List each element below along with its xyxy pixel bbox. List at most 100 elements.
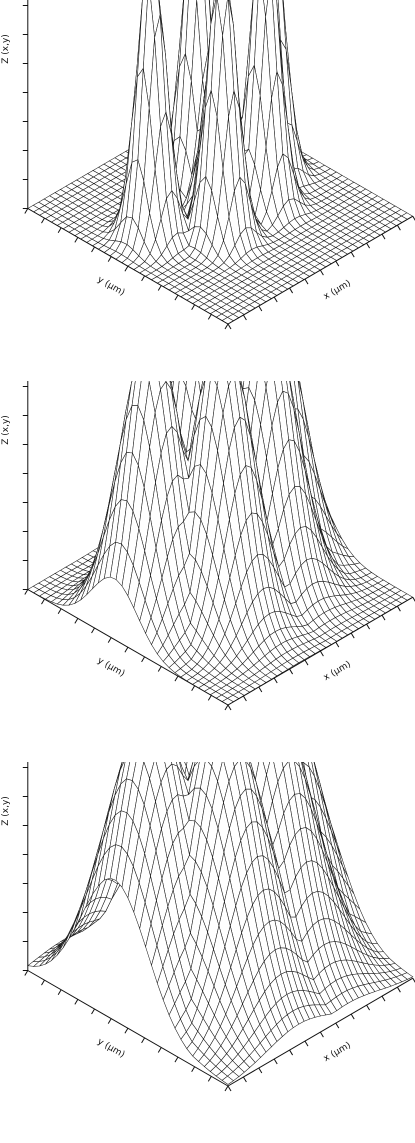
x-axis-tick — [273, 1058, 278, 1065]
x-axis-tick — [258, 1067, 263, 1074]
y-axis-tick — [224, 323, 229, 330]
y-axis-tick — [124, 265, 129, 272]
x-axis-label: x (μm) — [322, 660, 353, 684]
y-axis-tick — [24, 589, 29, 595]
y-axis-tick — [57, 989, 62, 996]
y-axis-tick — [74, 999, 79, 1005]
axes: Z (x,y) y (μm) x (μm) — [1, 762, 415, 1092]
x-axis-tick — [289, 1049, 294, 1056]
y-axis-label: y (μm) — [96, 656, 127, 680]
x-axis-tick — [273, 677, 278, 684]
z-axis-label: Z (x,y) — [1, 34, 11, 64]
y-axis-tick — [224, 704, 229, 711]
x-axis-tick — [258, 305, 263, 312]
y-axis-tick — [107, 256, 112, 262]
x-axis-tick — [289, 287, 294, 294]
x-axis-tick — [227, 704, 232, 711]
x-axis-tick — [412, 977, 415, 983]
x-axis-tick — [227, 323, 232, 330]
x-axis-tick — [304, 1040, 309, 1047]
x-axis-tick — [366, 242, 371, 249]
y-axis-tick — [41, 217, 45, 224]
y-axis-tick — [41, 598, 45, 605]
y-axis-tick — [141, 656, 146, 663]
surface-mesh — [27, 762, 414, 1085]
surface-mesh — [27, 381, 414, 706]
y-axis-tick — [107, 637, 112, 643]
z-axis-label: Z (x,y) — [1, 796, 11, 826]
x-axis-tick — [396, 986, 401, 993]
surface-plot-2-svg: Z (x,y) y (μm) x (μm) — [1, 381, 415, 711]
y-axis-tick — [207, 1076, 212, 1082]
y-axis-tick — [141, 1037, 146, 1044]
surface-plot-3: Z (x,y) y (μm) x (μm) — [0, 762, 415, 1143]
x-axis-tick — [289, 668, 294, 675]
y-axis-label: y (μm) — [96, 275, 127, 299]
x-axis-tick — [366, 1004, 371, 1011]
x-axis-tick — [242, 695, 247, 702]
surface-plot-1-svg: Z (x,y) y (μm) x (μm) — [1, 0, 415, 330]
x-axis-tick — [396, 224, 401, 231]
surface-plot-3-svg: Z (x,y) y (μm) x (μm) — [1, 762, 415, 1092]
y-axis-tick — [124, 1027, 129, 1034]
surface-plot-2: Z (x,y) y (μm) x (μm) — [0, 381, 415, 762]
y-axis-tick — [174, 675, 179, 682]
x-axis-tick — [273, 296, 278, 303]
x-axis-tick — [412, 596, 415, 602]
x-axis-tick — [242, 314, 247, 321]
x-axis-tick — [381, 233, 386, 240]
y-axis-tick — [191, 685, 196, 692]
y-axis-tick — [24, 208, 29, 214]
y-axis-tick — [191, 304, 196, 311]
y-axis-tick — [157, 285, 162, 291]
x-axis-tick — [335, 641, 340, 648]
y-axis-tick — [174, 1056, 179, 1063]
y-axis-tick — [157, 1047, 162, 1053]
y-axis-tick — [207, 314, 212, 320]
y-axis-tick — [141, 275, 146, 282]
y-axis-tick — [74, 237, 79, 243]
y-axis-tick — [24, 970, 29, 976]
x-axis-tick — [335, 1022, 340, 1029]
x-axis-tick — [304, 659, 309, 666]
y-axis-tick — [191, 1066, 196, 1073]
surface-facet — [221, 1075, 234, 1085]
x-axis-tick — [242, 1076, 247, 1083]
y-axis-tick — [74, 618, 79, 624]
x-axis-tick — [319, 1031, 324, 1038]
x-axis-tick — [412, 215, 415, 221]
x-axis-tick — [258, 686, 263, 693]
x-axis-tick — [319, 269, 324, 276]
surface-facet — [264, 381, 268, 388]
x-axis-tick — [319, 650, 324, 657]
x-axis-tick — [381, 614, 386, 621]
x-axis-tick — [335, 260, 340, 267]
x-axis-tick — [350, 632, 355, 639]
y-axis-tick — [124, 646, 129, 653]
x-axis-label: x (μm) — [322, 279, 353, 303]
surface-facet — [263, 0, 269, 18]
y-axis-label: y (μm) — [96, 1037, 127, 1061]
z-axis-label: Z (x,y) — [1, 415, 11, 445]
y-axis-tick — [57, 227, 62, 234]
y-axis-tick — [174, 294, 179, 301]
x-axis-tick — [350, 251, 355, 258]
surface-facet — [262, 762, 271, 776]
y-axis-tick — [91, 627, 95, 634]
x-axis-tick — [396, 605, 401, 612]
y-axis-tick — [207, 695, 212, 701]
x-axis-tick — [381, 995, 386, 1002]
x-axis-tick — [227, 1085, 232, 1092]
y-axis-tick — [91, 1008, 95, 1015]
x-axis-tick — [304, 278, 309, 285]
x-axis-tick — [366, 623, 371, 630]
y-axis-tick — [57, 608, 62, 615]
y-axis-tick — [41, 979, 45, 986]
x-axis-tick — [350, 1013, 355, 1020]
y-axis-tick — [107, 1018, 112, 1024]
y-axis-tick — [157, 666, 162, 672]
y-axis-tick — [91, 246, 95, 253]
y-axis-tick — [224, 1085, 229, 1092]
surface-plot-1: Z (x,y) y (μm) x (μm) — [0, 0, 415, 381]
surface-mesh — [27, 0, 414, 325]
